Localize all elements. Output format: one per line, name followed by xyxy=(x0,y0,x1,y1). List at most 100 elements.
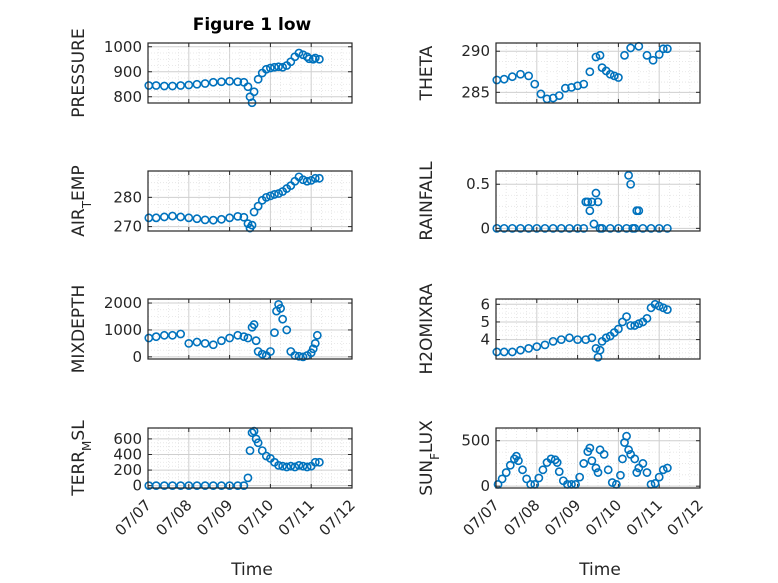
data-point xyxy=(648,55,658,65)
data-point xyxy=(654,223,664,233)
data-point xyxy=(626,43,636,53)
data-point xyxy=(560,83,570,93)
data-point xyxy=(516,223,525,233)
y-tick-label: 5 xyxy=(480,313,490,331)
x-axis-label: Time xyxy=(578,560,621,580)
data-point xyxy=(662,305,672,314)
data-point xyxy=(314,173,324,183)
y-axis-label: H2OMIXRA xyxy=(417,283,437,374)
data-point xyxy=(253,201,263,211)
data-point xyxy=(294,48,304,58)
data-point xyxy=(585,206,595,216)
data-point xyxy=(225,481,234,491)
data-point xyxy=(208,481,218,491)
grid-lines xyxy=(147,43,353,104)
y-axis-label: RAINFALL xyxy=(417,161,437,241)
x-tick-label: 07/08 xyxy=(500,496,543,539)
data-point xyxy=(516,69,525,79)
data-point xyxy=(304,54,314,64)
y-axis-label: AIRTEMP xyxy=(69,165,94,236)
data-point xyxy=(233,330,243,340)
axes-frame xyxy=(495,427,701,489)
data-point xyxy=(524,223,534,233)
y-axis-label-part: EMP xyxy=(69,165,89,201)
data-point xyxy=(176,329,186,339)
data-point xyxy=(249,207,259,217)
data-point xyxy=(658,44,668,54)
data-point xyxy=(314,457,324,467)
axes-frame xyxy=(147,427,353,489)
grid-lines xyxy=(147,299,353,359)
data-point xyxy=(200,481,210,491)
data-point xyxy=(294,461,304,470)
data-point xyxy=(532,223,542,233)
data-point xyxy=(614,324,623,334)
data-point xyxy=(589,219,599,229)
data-point xyxy=(151,81,161,90)
data-point xyxy=(302,462,312,472)
data-point xyxy=(176,81,186,90)
x-tick-label: 07/12 xyxy=(316,496,359,539)
data-point xyxy=(642,50,652,60)
y-tick-label: 4 xyxy=(480,331,490,349)
data-point xyxy=(497,474,507,484)
data-point xyxy=(597,223,607,233)
y-tick-label: 0 xyxy=(132,477,142,495)
data-point xyxy=(208,215,218,225)
data-point xyxy=(654,50,664,59)
data-point xyxy=(507,223,517,233)
data-point xyxy=(622,312,631,322)
data-point xyxy=(607,478,617,487)
data-point xyxy=(302,176,312,186)
y-tick-label: 400 xyxy=(113,445,142,463)
y-axis-label-part: MIXDEPTH xyxy=(69,285,89,374)
y-axis-label-part: PRESSURE xyxy=(69,28,89,117)
data-point xyxy=(507,72,517,82)
data-point xyxy=(595,50,605,60)
data-point xyxy=(662,223,672,233)
y-axis-label: TERRMSL xyxy=(69,420,94,497)
data-point xyxy=(536,89,546,99)
x-tick-label: 07/07 xyxy=(112,496,155,539)
axes-frame xyxy=(495,298,701,360)
y-tick-label: 285 xyxy=(461,83,490,101)
data-point xyxy=(548,223,558,233)
x-axis-label: Time xyxy=(230,560,273,580)
y-axis-label-part: LUX xyxy=(417,420,437,453)
y-axis-label: THETA xyxy=(417,45,437,101)
y-tick-label: 0 xyxy=(480,219,490,237)
data-point xyxy=(176,481,186,491)
data-point xyxy=(184,80,194,90)
y-tick-label: 500 xyxy=(461,432,490,450)
data-point xyxy=(159,330,169,340)
data-point xyxy=(168,481,177,491)
axes-frame xyxy=(495,170,701,232)
data-point xyxy=(524,71,534,81)
data-point xyxy=(265,191,275,201)
data-point xyxy=(249,87,259,97)
y-tick-label: 600 xyxy=(113,430,142,448)
data-point xyxy=(516,345,525,355)
y-axis-label-part: SUN xyxy=(417,460,437,496)
data-point xyxy=(257,349,267,359)
data-point xyxy=(312,330,322,340)
y-tick-label: 290 xyxy=(461,42,490,60)
data-point xyxy=(243,473,253,483)
data-series xyxy=(492,41,672,104)
data-point xyxy=(620,50,629,60)
data-point xyxy=(556,223,566,233)
y-tick-label: 0 xyxy=(480,477,490,495)
data-point xyxy=(159,212,169,222)
data-point xyxy=(168,81,177,91)
data-point xyxy=(634,319,644,329)
y-tick-label: 200 xyxy=(113,461,142,479)
data-point xyxy=(239,481,249,491)
data-point xyxy=(605,69,615,79)
data-point xyxy=(247,428,257,438)
data-point xyxy=(253,74,263,84)
data-point xyxy=(278,62,288,72)
data-point xyxy=(225,333,234,343)
data-point xyxy=(599,449,609,459)
y-tick-label: 6 xyxy=(480,295,490,313)
